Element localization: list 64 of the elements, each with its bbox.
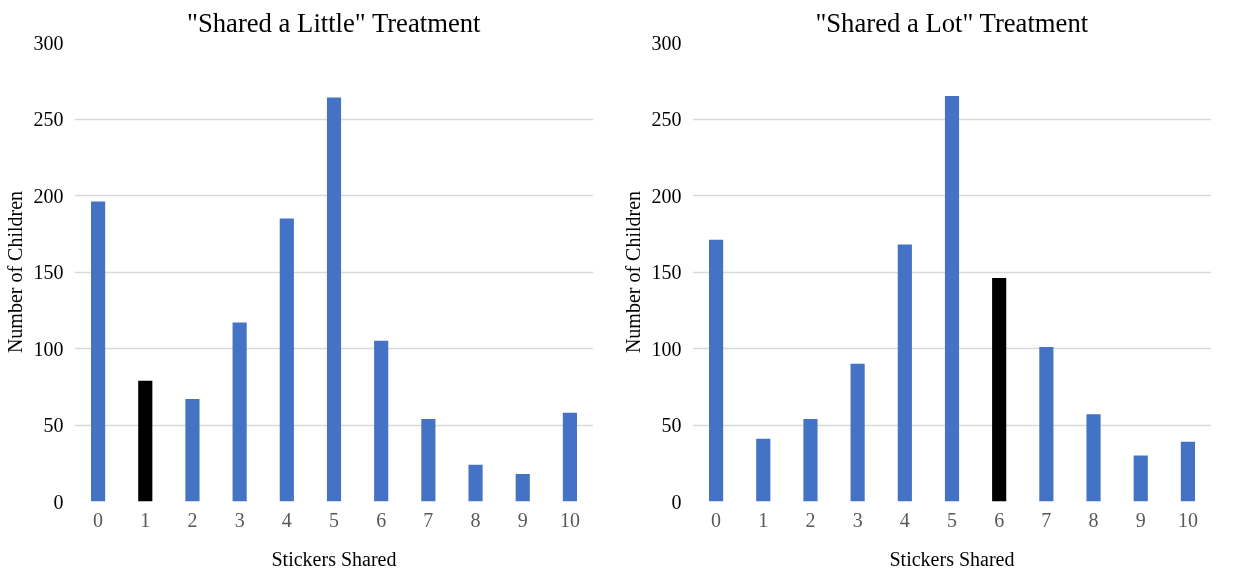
x-tick-label: 0 xyxy=(711,508,722,531)
bar xyxy=(326,97,342,502)
y-tick-label: 0 xyxy=(53,490,64,513)
x-tick-label: 9 xyxy=(517,508,528,531)
bar xyxy=(562,412,577,502)
bar xyxy=(515,473,530,502)
y-tick-label: 0 xyxy=(671,490,682,513)
x-tick-label: 3 xyxy=(234,508,245,531)
bar xyxy=(1180,441,1195,502)
y-tick-label: 100 xyxy=(33,337,64,360)
bar xyxy=(468,464,483,502)
bar xyxy=(138,380,153,502)
bar xyxy=(279,218,294,502)
x-tick-label: 5 xyxy=(329,508,339,531)
bar xyxy=(1133,455,1148,502)
bar xyxy=(850,363,865,502)
x-tick-label: 2 xyxy=(187,508,198,531)
bar xyxy=(1039,346,1054,502)
bar xyxy=(944,96,960,502)
y-tick-label: 50 xyxy=(43,414,64,436)
x-axis-title: Stickers Shared xyxy=(271,547,397,570)
x-tick-label: 6 xyxy=(376,508,387,531)
y-axis-title: Number of Children xyxy=(3,190,26,354)
bar xyxy=(421,418,436,502)
y-tick-label: 150 xyxy=(651,261,682,283)
bar xyxy=(1086,414,1101,502)
x-tick-label: 10 xyxy=(559,508,580,531)
y-tick-label: 200 xyxy=(33,184,64,207)
x-tick-label: 8 xyxy=(1088,508,1099,531)
y-axis-title: Number of Children xyxy=(621,190,644,354)
chart-title: "Shared a Lot" Treatment xyxy=(815,7,1089,38)
bar xyxy=(897,244,912,502)
y-tick-label: 300 xyxy=(651,31,682,54)
x-tick-label: 3 xyxy=(852,508,863,531)
bar xyxy=(756,438,771,502)
y-tick-label: 150 xyxy=(33,261,64,283)
bar xyxy=(709,239,724,502)
y-tick-label: 100 xyxy=(651,337,682,360)
x-tick-label: 7 xyxy=(423,508,434,531)
bar xyxy=(91,201,106,502)
x-tick-label: 10 xyxy=(1177,508,1198,531)
x-tick-label: 1 xyxy=(140,508,151,531)
x-tick-label: 1 xyxy=(758,508,769,531)
bar xyxy=(185,398,200,502)
x-tick-label: 6 xyxy=(994,508,1005,531)
y-tick-label: 250 xyxy=(33,108,64,130)
bar xyxy=(232,322,247,502)
x-tick-label: 4 xyxy=(281,508,292,531)
x-tick-label: 8 xyxy=(470,508,481,531)
y-tick-label: 300 xyxy=(33,31,64,54)
x-tick-label: 4 xyxy=(899,508,910,531)
x-tick-label: 9 xyxy=(1135,508,1146,531)
y-tick-label: 250 xyxy=(651,108,682,130)
y-tick-label: 200 xyxy=(651,184,682,207)
x-tick-label: 0 xyxy=(93,508,104,531)
y-tick-label: 50 xyxy=(661,414,682,436)
bar xyxy=(374,340,389,502)
x-tick-label: 5 xyxy=(947,508,957,531)
bar xyxy=(992,278,1007,502)
x-tick-label: 2 xyxy=(805,508,816,531)
x-axis-title: Stickers Shared xyxy=(889,547,1015,570)
chart-title: "Shared a Little" Treatment xyxy=(187,7,482,38)
bar xyxy=(803,418,818,502)
x-tick-label: 7 xyxy=(1041,508,1052,531)
